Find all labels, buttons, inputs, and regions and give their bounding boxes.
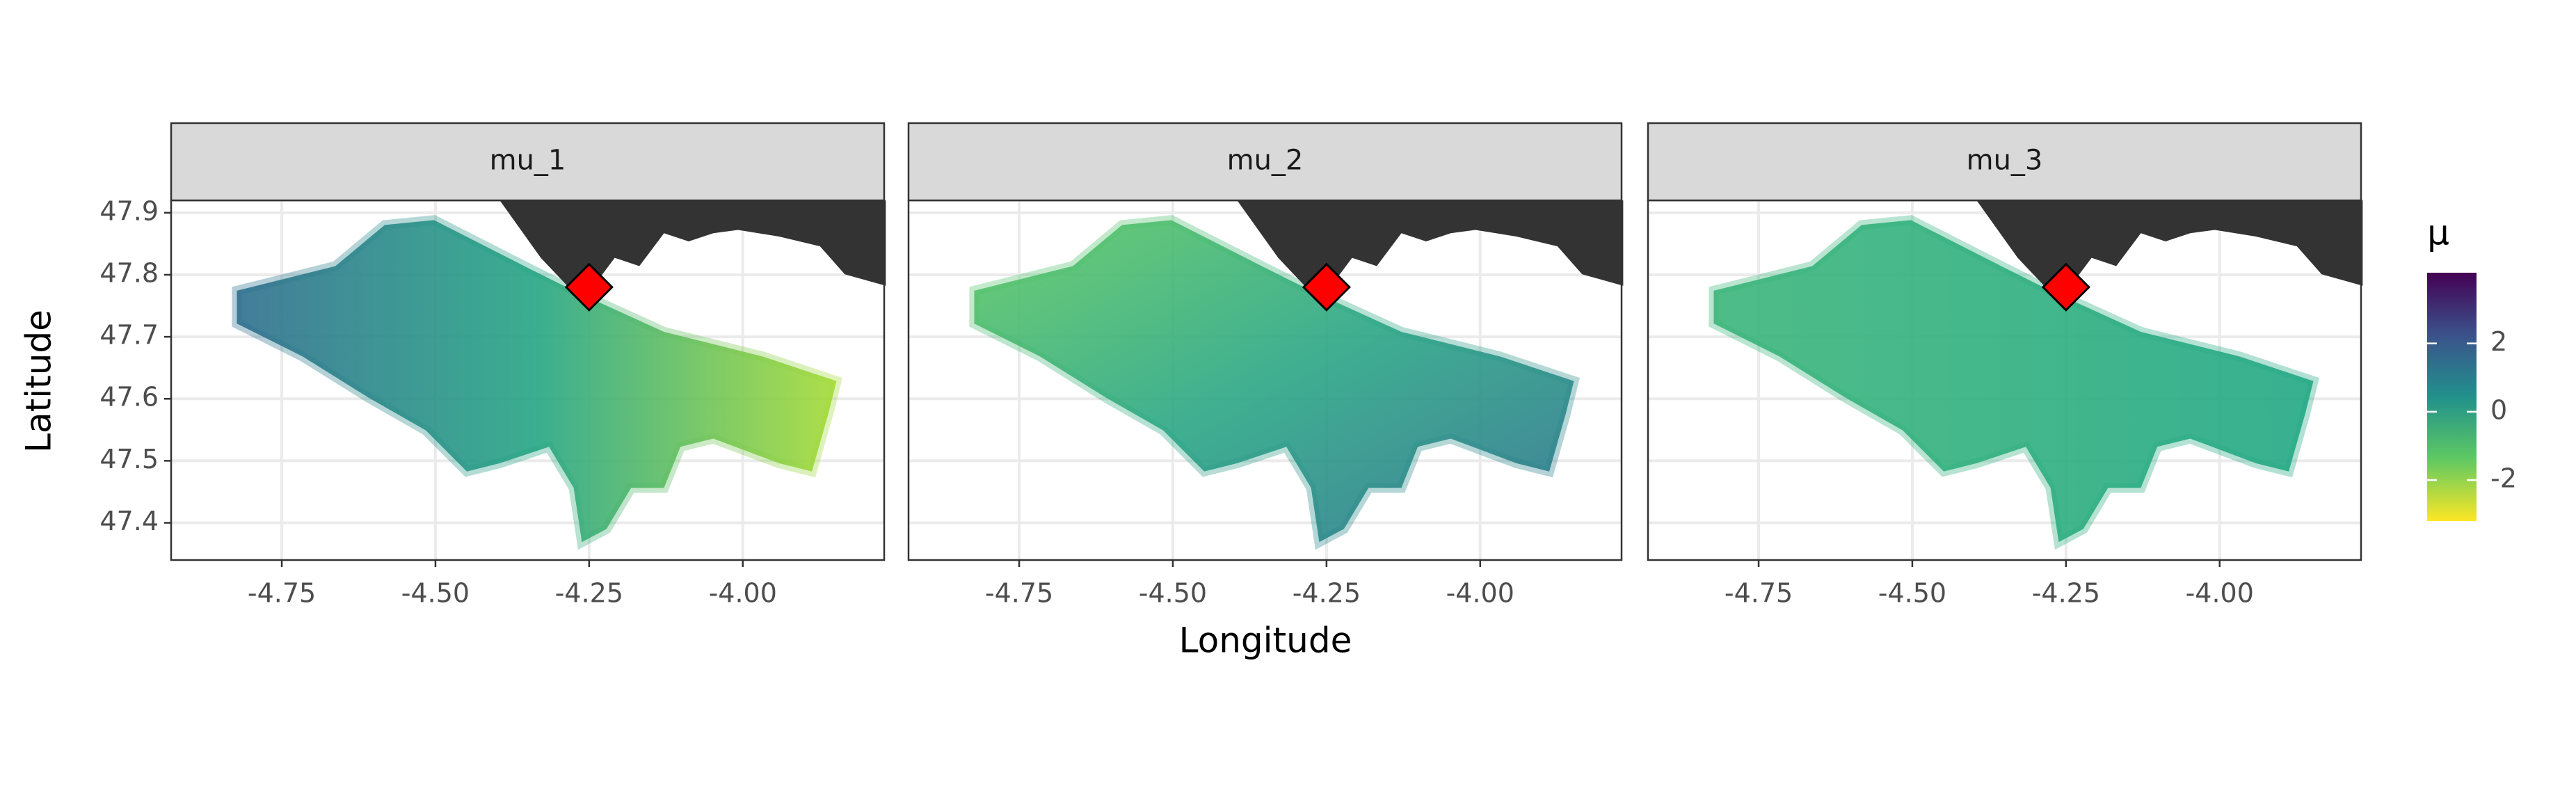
- x-tick-label: -4.25: [555, 578, 623, 609]
- x-tick-label: -4.75: [1725, 578, 1793, 609]
- x-tick-label: -4.00: [1446, 578, 1514, 609]
- strip: [170, 122, 886, 202]
- x-tick-label: -4.50: [1139, 578, 1207, 609]
- x-tick-label: -4.75: [985, 578, 1053, 609]
- colorbar-label: 2: [2490, 326, 2507, 357]
- x-tick-label: -4.75: [248, 578, 316, 609]
- colorbar-label: -2: [2490, 463, 2517, 494]
- y-tick-label: 47.7: [99, 320, 159, 351]
- x-tick-label: -4.00: [2186, 578, 2254, 609]
- site-marker: [2041, 262, 2090, 312]
- x-tick-label: -4.25: [1293, 578, 1361, 609]
- strip: [1647, 122, 2362, 202]
- colorbar-label: 0: [2490, 394, 2507, 425]
- y-tick-label: 47.6: [99, 382, 159, 413]
- y-tick-label: 47.5: [99, 444, 159, 474]
- site-marker: [564, 262, 614, 312]
- strip-label: mu_2: [1227, 145, 1304, 177]
- site-marker: [1302, 262, 1351, 312]
- strip-label: mu_3: [1967, 145, 2043, 177]
- legend-title: μ: [2427, 213, 2449, 253]
- x-tick-label: -4.00: [709, 578, 777, 609]
- x-tick-label: -4.25: [2032, 578, 2100, 609]
- y-axis-title: Latitude: [19, 310, 59, 453]
- x-tick-label: -4.50: [401, 578, 470, 609]
- y-tick-label: 47.9: [99, 195, 159, 226]
- y-tick-label: 47.4: [99, 506, 159, 536]
- strip-label: mu_1: [490, 145, 566, 177]
- x-axis-title: Longitude: [1179, 621, 1352, 661]
- x-tick-label: -4.50: [1878, 578, 1946, 609]
- colorbar: [2427, 273, 2477, 521]
- y-tick-label: 47.8: [99, 257, 159, 288]
- strip: [907, 122, 1623, 202]
